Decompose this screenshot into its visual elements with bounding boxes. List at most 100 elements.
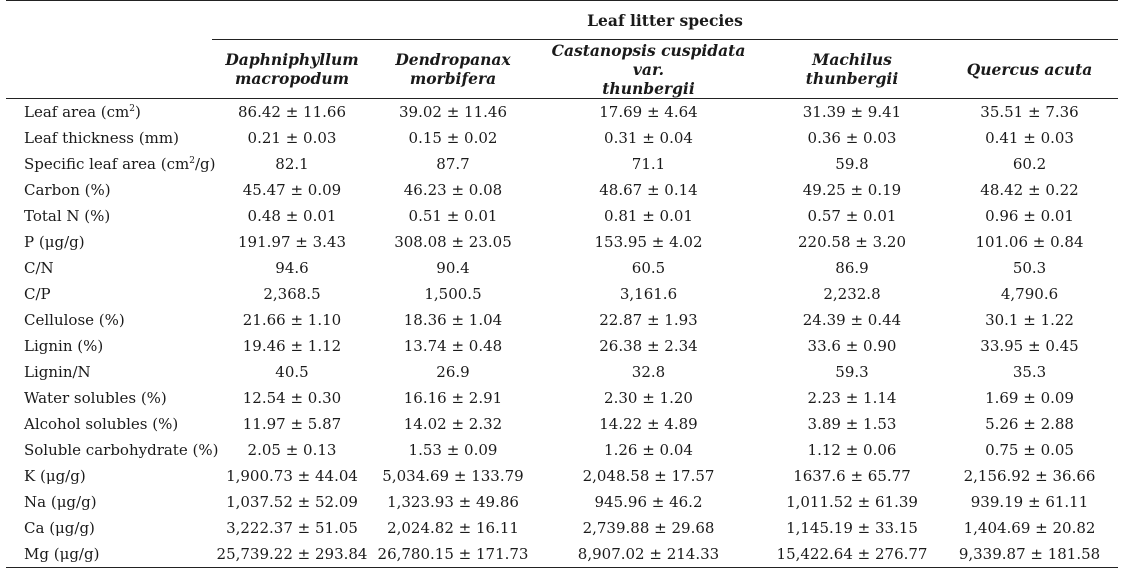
table-row: C/P 2,368.5 1,500.5 3,161.6 2,232.8 4,790.6 — [6, 281, 1118, 307]
table-cell: 19.46 ± 1.12 — [242, 337, 342, 355]
table-cell: 0.15 ± 0.02 — [408, 129, 498, 147]
table-cell: 0.57 ± 0.01 — [807, 207, 897, 225]
row-label: Na (μg/g) — [24, 493, 97, 511]
table-cell: 1,900.73 ± 44.04 — [226, 467, 358, 485]
header-parameter-blank — [6, 39, 212, 99]
table-row: Lignin (%) 19.46 ± 1.12 13.74 ± 0.48 26.38 … — [6, 333, 1118, 359]
table-cell: 1.12 ± 0.06 — [807, 441, 897, 459]
table-cell: 2,368.5 — [263, 285, 321, 303]
row-label: Soluble carbohydrate (%) — [24, 441, 219, 459]
table-cell: 48.67 ± 0.14 — [599, 181, 698, 199]
table-cell: 220.58 ± 3.20 — [798, 233, 906, 251]
table-cell: 1.53 ± 0.09 — [408, 441, 498, 459]
table-cell: 59.8 — [835, 155, 869, 173]
table-cell: 17.69 ± 4.64 — [599, 103, 698, 121]
row-label: Lignin/N — [24, 363, 91, 381]
table-cell: 45.47 ± 0.09 — [242, 181, 342, 199]
table-cell: 5,034.69 ± 133.79 — [382, 467, 524, 485]
table-cell: 12.54 ± 0.30 — [242, 389, 342, 407]
table-cell: 0.41 ± 0.03 — [985, 129, 1074, 147]
table-cell: 25,739.22 ± 293.84 — [212, 541, 372, 568]
table-cell: 2.23 ± 1.14 — [807, 389, 897, 407]
table-cell: 2.30 ± 1.20 — [604, 389, 693, 407]
species-header: Machilus thunbergii — [763, 39, 941, 99]
table-cell: 18.36 ± 1.04 — [403, 311, 503, 329]
species-header: Castanopsis cuspidata var. thunbergii — [534, 39, 763, 99]
table-cell: 153.95 ± 4.02 — [594, 233, 703, 251]
group-title: Leaf litter species — [212, 0, 1119, 40]
table-cell: 2,048.58 ± 17.57 — [582, 467, 715, 485]
table-cell: 26,780.15 ± 171.73 — [372, 541, 534, 568]
table-cell: 35.51 ± 7.36 — [980, 103, 1079, 121]
table-cell: 2.05 ± 0.13 — [247, 441, 337, 459]
row-label: Leaf thickness (mm) — [24, 129, 179, 147]
table-cell: 50.3 — [1012, 259, 1047, 277]
table-cell: 46.23 ± 0.08 — [403, 181, 503, 199]
table-cell: 30.1 ± 1.22 — [985, 311, 1074, 329]
table-cell: 14.22 ± 4.89 — [599, 415, 698, 433]
table-cell: 90.4 — [436, 259, 470, 277]
table-cell: 2,024.82 ± 16.11 — [387, 519, 519, 537]
header-corner — [6, 0, 212, 40]
table-cell: 40.5 — [275, 363, 309, 381]
row-label: Water solubles (%) — [24, 389, 167, 407]
table-cell: 82.1 — [275, 155, 309, 173]
table-cell: 1,404.69 ± 20.82 — [963, 519, 1096, 537]
table-cell: 939.19 ± 61.11 — [970, 493, 1089, 511]
table-row: Ca (μg/g) 3,222.37 ± 51.05 2,024.82 ± 16.1… — [6, 515, 1118, 541]
table-cell: 2,156.92 ± 36.66 — [963, 467, 1096, 485]
header-group-row: Leaf litter species — [6, 0, 1119, 40]
table-cell: 0.36 ± 0.03 — [807, 129, 897, 147]
table-cell: 32.8 — [631, 363, 666, 381]
table-cell: 0.81 ± 0.01 — [604, 207, 693, 225]
table-row: P (μg/g) 191.97 ± 3.43 308.08 ± 23.05 153.9… — [6, 229, 1118, 255]
table-cell: 87.7 — [436, 155, 470, 173]
table-cell: 1,500.5 — [424, 285, 482, 303]
table-cell: 4,790.6 — [1000, 285, 1059, 303]
table-cell: 15,422.64 ± 276.77 — [763, 541, 941, 568]
table-row: Leaf area (cm2) 86.42 ± 11.66 39.02 ± 11.4… — [6, 99, 1118, 126]
table-cell: 60.5 — [631, 259, 666, 277]
leaf-litter-table-container: Leaf litter species Daphniphyllum macropo… — [6, 0, 1119, 568]
species-header: Dendropanax morbifera — [372, 39, 534, 99]
table-cell: 1.26 ± 0.04 — [604, 441, 693, 459]
table-cell: 2,232.8 — [823, 285, 881, 303]
table-cell: 59.3 — [835, 363, 869, 381]
table-cell: 86.42 ± 11.66 — [238, 103, 346, 121]
table-row: Leaf thickness (mm) 0.21 ± 0.03 0.15 ± 0.0… — [6, 125, 1118, 151]
table-cell: 26.38 ± 2.34 — [599, 337, 698, 355]
table-cell: 1,323.93 ± 49.86 — [387, 493, 519, 511]
table-row: Cellulose (%) 21.66 ± 1.10 18.36 ± 1.04 22.… — [6, 307, 1118, 333]
table-cell: 101.06 ± 0.84 — [975, 233, 1084, 251]
table-cell: 1,145.19 ± 33.15 — [786, 519, 918, 537]
row-label: Total N (%) — [24, 207, 111, 225]
row-label: Alcohol solubles (%) — [24, 415, 179, 433]
row-label: Carbon (%) — [24, 181, 111, 199]
table-cell: 191.97 ± 3.43 — [238, 233, 346, 251]
row-label: Lignin (%) — [24, 337, 104, 355]
table-cell: 0.48 ± 0.01 — [247, 207, 337, 225]
table-cell: 1,037.52 ± 52.09 — [226, 493, 358, 511]
table-cell: 1637.6 ± 65.77 — [793, 467, 911, 485]
table-cell: 1,011.52 ± 61.39 — [786, 493, 918, 511]
table-cell: 71.1 — [631, 155, 666, 173]
table-cell: 8,907.02 ± 214.33 — [534, 541, 763, 568]
table-row: K (μg/g) 1,900.73 ± 44.04 5,034.69 ± 133.7… — [6, 463, 1118, 489]
table-row: Specific leaf area (cm2/g) 82.1 87.7 71.1 59… — [6, 151, 1118, 177]
table-cell: 24.39 ± 0.44 — [802, 311, 902, 329]
table-cell: 16.16 ± 2.91 — [403, 389, 503, 407]
table-cell: 945.96 ± 46.2 — [594, 493, 703, 511]
table-cell: 5.26 ± 2.88 — [985, 415, 1074, 433]
table-row: Alcohol solubles (%) 11.97 ± 5.87 14.02 ± … — [6, 411, 1118, 437]
table-cell: 2,739.88 ± 29.68 — [582, 519, 715, 537]
table-row: Water solubles (%) 12.54 ± 0.30 16.16 ± 2.… — [6, 385, 1118, 411]
table-cell: 60.2 — [1012, 155, 1047, 173]
species-header: Quercus acuta — [941, 39, 1119, 99]
table-cell: 11.97 ± 5.87 — [242, 415, 342, 433]
table-cell: 0.21 ± 0.03 — [247, 129, 337, 147]
table-cell: 33.6 ± 0.90 — [807, 337, 897, 355]
table-cell: 14.02 ± 2.32 — [403, 415, 503, 433]
row-label: K (μg/g) — [24, 467, 86, 485]
row-label: Leaf area (cm2) — [24, 103, 141, 121]
table-cell: 35.3 — [1012, 363, 1047, 381]
